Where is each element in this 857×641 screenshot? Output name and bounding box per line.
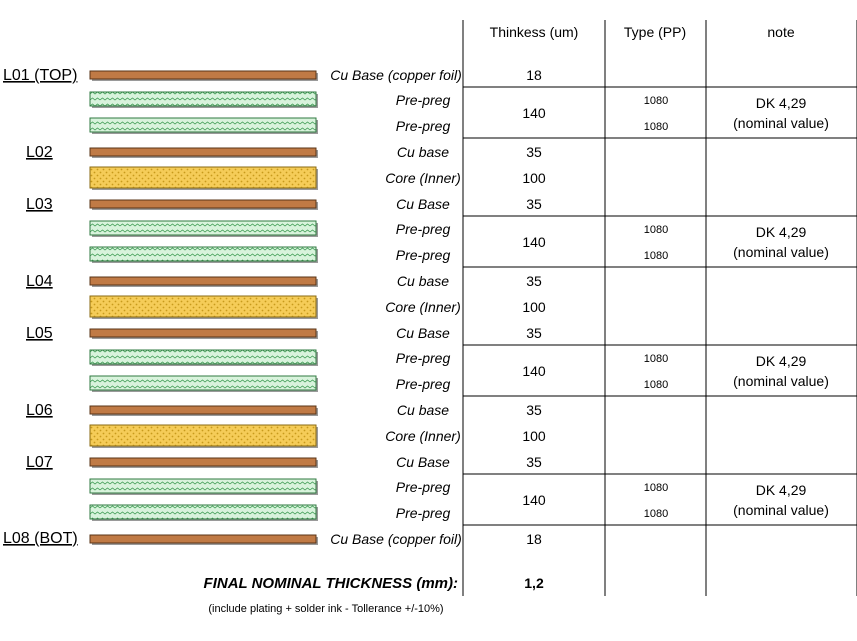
- pp-type-value: 1080: [644, 250, 668, 262]
- prepreg-group-thickness: 140: [522, 492, 546, 508]
- prepreg-layer-bar: [89, 375, 317, 391]
- copper-layer-bar: [89, 534, 317, 544]
- copper-layer-bar: [89, 328, 317, 338]
- prepreg-note-dk: DK 4,29: [756, 353, 807, 369]
- prepreg-layer-bar: [89, 504, 317, 520]
- prepreg-layer-bar: [89, 220, 317, 236]
- prepreg-note-dk: DK 4,29: [756, 482, 807, 498]
- prepreg-note-nominal: (nominal value): [733, 502, 829, 518]
- final-footnote: (include plating + solder ink - Tolleran…: [208, 603, 443, 615]
- layer-label-l01: L01 (TOP): [3, 67, 77, 84]
- thickness-value: 35: [526, 325, 542, 341]
- layer-label-l07: L07: [26, 454, 53, 471]
- copper-layer-bar: [89, 147, 317, 157]
- copper-layer-bar: [89, 457, 317, 467]
- material-name: Cu Base: [396, 196, 450, 212]
- copper-layer-bar: [89, 70, 317, 80]
- prepreg-layer-bar: [89, 246, 317, 262]
- material-name: Pre-preg: [396, 350, 451, 366]
- material-name: Cu base: [397, 402, 449, 418]
- copper-layer-bar: [89, 276, 317, 286]
- thickness-value: 18: [526, 67, 542, 83]
- prepreg-group-thickness: 140: [522, 363, 546, 379]
- prepreg-layer-bar: [89, 349, 317, 365]
- core-layer-bar: [89, 424, 317, 447]
- final-thickness-label: FINAL NOMINAL THICKNESS (mm):: [204, 575, 458, 592]
- material-name: Core (Inner): [385, 299, 460, 315]
- material-name: Pre-preg: [396, 505, 451, 521]
- thickness-value: 100: [522, 170, 546, 186]
- pp-type-value: 1080: [644, 353, 668, 365]
- pp-type-value: 1080: [644, 508, 668, 520]
- pp-type-value: 1080: [644, 482, 668, 494]
- layer-label-l03: L03: [26, 196, 53, 213]
- material-names: Cu Base (copper foil) Pre-preg Pre-preg Cu …: [330, 67, 462, 547]
- copper-layer-bar: [89, 199, 317, 209]
- material-name: Cu Base (copper foil): [330, 67, 462, 83]
- prepreg-layer-bar: [89, 117, 317, 133]
- material-name: Cu base: [397, 144, 449, 160]
- core-layer-bar: [89, 295, 317, 318]
- material-name: Cu Base: [396, 325, 450, 341]
- layer-label-l05: L05: [26, 325, 53, 342]
- prepreg-note-nominal: (nominal value): [733, 373, 829, 389]
- thickness-value: 35: [526, 402, 542, 418]
- thickness-value: 35: [526, 144, 542, 160]
- pp-type-value: 1080: [644, 379, 668, 391]
- thickness-value: 100: [522, 428, 546, 444]
- prepreg-layer-bar: [89, 91, 317, 107]
- thickness-value: 35: [526, 273, 542, 289]
- pp-type-value: 1080: [644, 121, 668, 133]
- prepreg-note-nominal: (nominal value): [733, 115, 829, 131]
- table-grid: [462, 20, 857, 596]
- material-name: Pre-preg: [396, 479, 451, 495]
- layer-label-l04: L04: [26, 273, 53, 290]
- layer-label-l06: L06: [26, 402, 53, 419]
- prepreg-note-nominal: (nominal value): [733, 244, 829, 260]
- prepreg-group-thickness: 140: [522, 234, 546, 250]
- material-name: Pre-preg: [396, 247, 451, 263]
- prepreg-group-thickness: 140: [522, 105, 546, 121]
- material-name: Pre-preg: [396, 221, 451, 237]
- thickness-value: 35: [526, 454, 542, 470]
- material-name: Cu Base (copper foil): [330, 531, 462, 547]
- thickness-value: 100: [522, 299, 546, 315]
- material-name: Cu Base: [396, 454, 450, 470]
- material-name: Core (Inner): [385, 428, 460, 444]
- header-type: Type (PP): [624, 24, 686, 40]
- layer-bars: [89, 70, 318, 545]
- header-note: note: [767, 24, 794, 40]
- material-name: Pre-preg: [396, 92, 451, 108]
- copper-layer-bar: [89, 405, 317, 415]
- final-thickness-value: 1,2: [524, 575, 544, 591]
- prepreg-note-dk: DK 4,29: [756, 95, 807, 111]
- core-layer-bar: [89, 166, 317, 189]
- layer-label-l02: L02: [26, 144, 53, 161]
- thickness-value: 35: [526, 196, 542, 212]
- thickness-value: 18: [526, 531, 542, 547]
- header-thickness: Thinkess (um): [490, 24, 579, 40]
- material-name: Core (Inner): [385, 170, 460, 186]
- prepreg-groups: 140 DK 4,29 (nominal value) 140 DK 4,29 (nomi…: [522, 95, 829, 518]
- prepreg-layer-bar: [89, 478, 317, 494]
- material-name: Pre-preg: [396, 118, 451, 134]
- pp-type-values: 1080 1080 1080 1080 1080 1080 1080 1080: [644, 95, 668, 520]
- prepreg-note-dk: DK 4,29: [756, 224, 807, 240]
- pp-type-value: 1080: [644, 95, 668, 107]
- material-name: Cu base: [397, 273, 449, 289]
- layer-label-l08: L08 (BOT): [3, 530, 78, 547]
- material-name: Pre-preg: [396, 376, 451, 392]
- thickness-values: 18 35 100 35 35 100 35 35 100 35 18: [522, 67, 546, 547]
- pp-type-value: 1080: [644, 224, 668, 236]
